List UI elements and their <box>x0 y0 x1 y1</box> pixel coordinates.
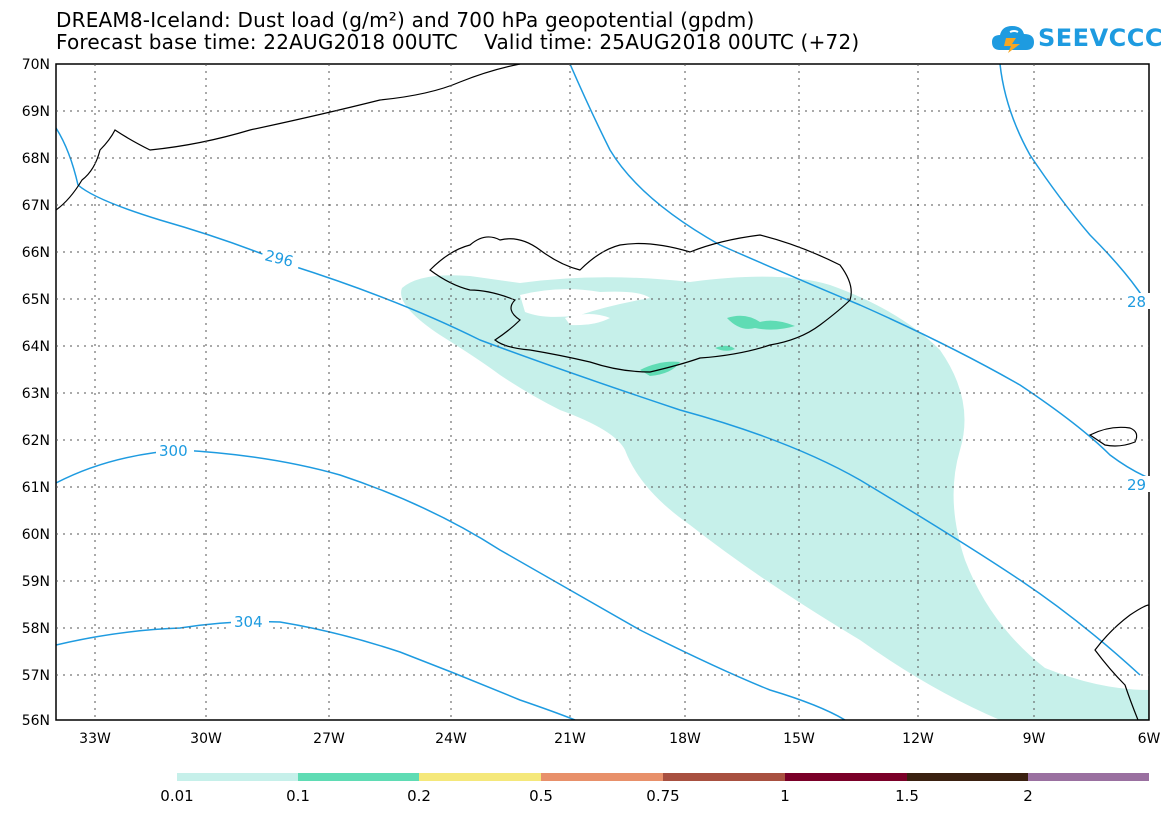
contour-label: 304 <box>234 613 263 631</box>
legend-swatch <box>419 773 541 781</box>
contour-label: 300 <box>159 442 188 460</box>
lon-label: 15W <box>783 731 815 747</box>
cloud-logo-icon <box>992 26 1034 53</box>
legend-swatch <box>1028 773 1149 781</box>
lon-label: 30W <box>190 731 222 747</box>
legend-label: 2 <box>1023 787 1033 805</box>
lat-label: 62N <box>22 433 50 449</box>
seevccc-logo: SEEVCCC <box>990 20 1163 56</box>
legend-swatch <box>177 773 298 781</box>
legend-swatch <box>907 773 1028 781</box>
legend-label: 1 <box>780 787 790 805</box>
lon-label: 18W <box>669 731 701 747</box>
lat-label: 57N <box>22 668 50 684</box>
contour-label: 29 <box>1127 476 1146 494</box>
lon-label: 33W <box>79 731 111 747</box>
legend-swatch <box>785 773 907 781</box>
lat-label: 60N <box>22 527 50 543</box>
lon-label: 12W <box>902 731 934 747</box>
lat-label: 58N <box>22 621 50 637</box>
contour-label: 296 <box>263 246 295 270</box>
lat-label: 65N <box>22 292 50 308</box>
lat-label: 64N <box>22 339 50 355</box>
logo-text: SEEVCCC <box>1038 24 1163 52</box>
legend-label: 0.75 <box>646 787 679 805</box>
lat-label: 56N <box>22 713 50 729</box>
lon-label: 27W <box>313 731 345 747</box>
lat-label: 70N <box>22 57 50 73</box>
legend-label: 0.2 <box>407 787 431 805</box>
contour-292-east <box>569 64 1149 479</box>
dust-area-light <box>401 275 1149 720</box>
contour-288-east <box>999 64 1149 306</box>
lat-label: 59N <box>22 574 50 590</box>
map-subtitle: Forecast base time: 22AUG2018 00UTC Vali… <box>56 30 860 54</box>
map-frame <box>55 63 1150 721</box>
legend-swatch <box>541 773 663 781</box>
scotland-coastline <box>1094 604 1149 720</box>
lat-label: 61N <box>22 480 50 496</box>
greenland-coastline <box>56 64 521 211</box>
lat-label: 69N <box>22 104 50 120</box>
legend-label: 0.01 <box>160 787 193 805</box>
contour-label: 28 <box>1127 293 1146 311</box>
legend-swatch <box>663 773 785 781</box>
map-title: DREAM8-Iceland: Dust load (g/m²) and 700… <box>56 8 755 32</box>
lon-label: 21W <box>554 731 586 747</box>
dust-area-medium <box>727 315 795 330</box>
faroe-coastline <box>1088 426 1138 447</box>
lon-label: 24W <box>435 731 467 747</box>
legend-swatch <box>298 773 419 781</box>
lat-label: 63N <box>22 386 50 402</box>
contour-304 <box>56 620 576 720</box>
lon-label: 9W <box>1023 731 1046 747</box>
lat-label: 66N <box>22 245 50 261</box>
lat-label: 67N <box>22 198 50 214</box>
contour-296 <box>56 127 1141 676</box>
iceland-coastline <box>429 234 852 373</box>
legend-label: 1.5 <box>895 787 919 805</box>
legend-colorbar <box>177 773 1149 781</box>
lon-label: 6W <box>1138 731 1161 747</box>
lat-label: 68N <box>22 151 50 167</box>
legend-label: 0.5 <box>529 787 553 805</box>
legend-label: 0.1 <box>286 787 310 805</box>
